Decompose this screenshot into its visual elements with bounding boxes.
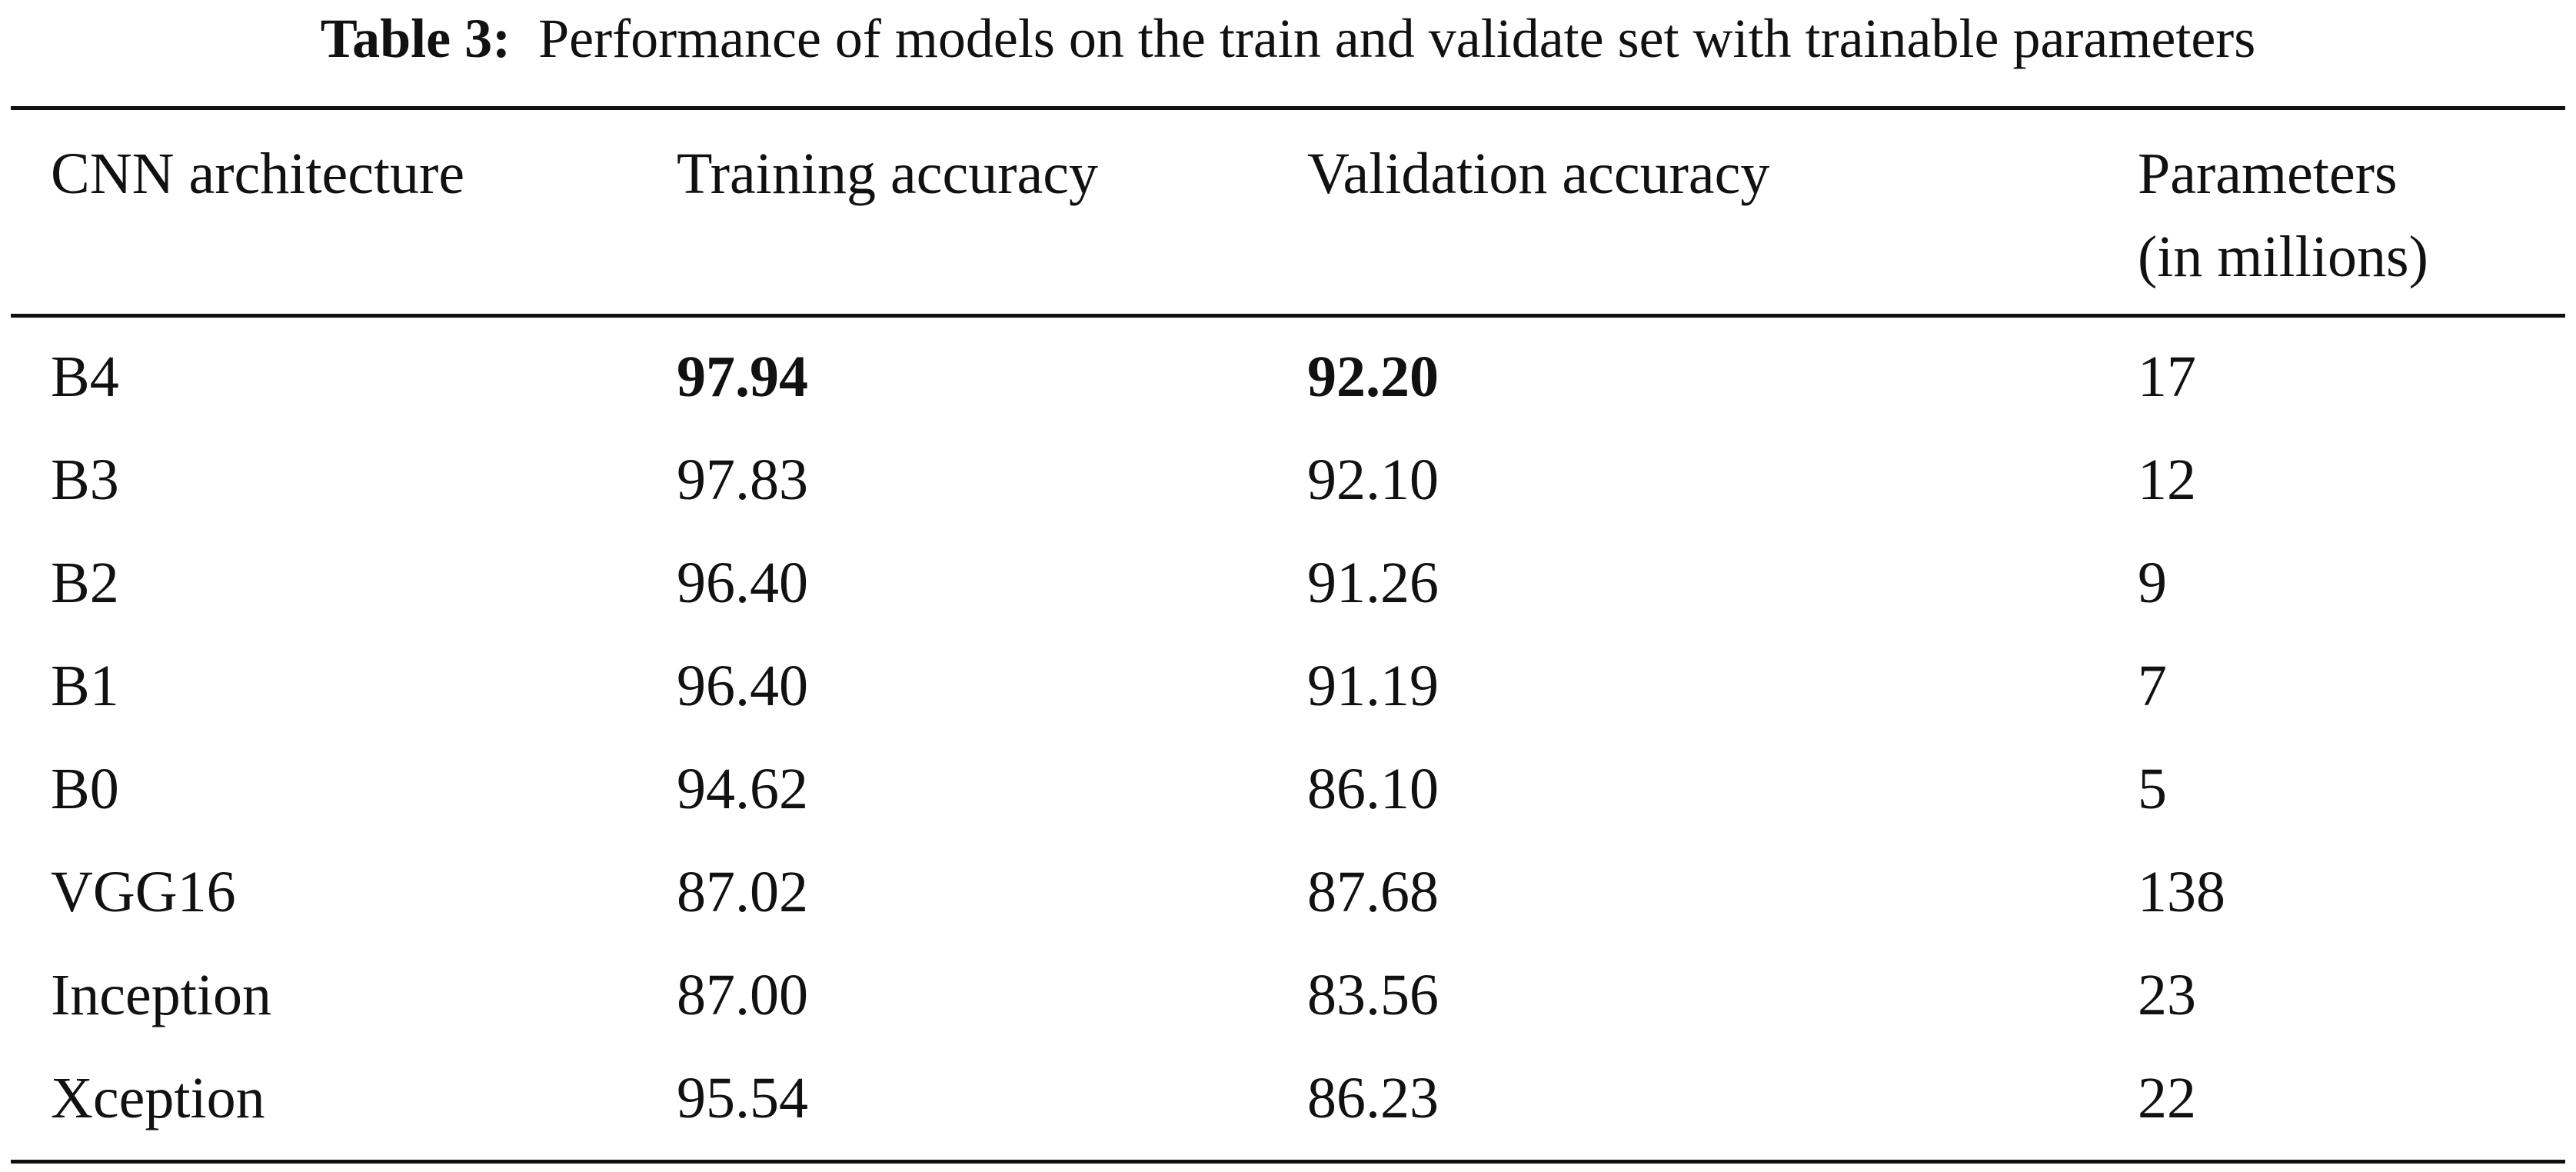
cell-parameters: 17 xyxy=(2138,345,2196,409)
cell-validation-accuracy: 91.19 xyxy=(1307,654,1439,718)
cell-architecture: B2 xyxy=(51,551,119,615)
table-top-rule xyxy=(11,106,2565,110)
table-row: VGG16 87.02 87.68 138 xyxy=(11,841,2565,944)
cell-parameters: 23 xyxy=(2138,963,2196,1027)
cell-architecture: B1 xyxy=(51,654,119,718)
cell-parameters: 7 xyxy=(2138,654,2167,718)
cell-validation-accuracy: 86.23 xyxy=(1307,1066,1439,1130)
table-row: Inception 87.00 83.56 23 xyxy=(11,944,2565,1047)
table-row: B2 96.40 91.26 9 xyxy=(11,532,2565,635)
cell-architecture: B3 xyxy=(51,448,119,512)
cell-validation-accuracy: 83.56 xyxy=(1307,963,1439,1027)
cell-validation-accuracy: 92.20 xyxy=(1307,345,1439,409)
cell-architecture: B0 xyxy=(51,757,119,821)
cell-validation-accuracy: 91.26 xyxy=(1307,551,1439,615)
cell-architecture: Inception xyxy=(51,963,272,1027)
header-cnn-architecture: CNN architecture xyxy=(51,142,465,206)
cell-parameters: 138 xyxy=(2138,860,2225,924)
header-parameters-line2: (in millions) xyxy=(2138,225,2428,289)
cell-validation-accuracy: 92.10 xyxy=(1307,448,1439,512)
header-training-accuracy: Training accuracy xyxy=(677,142,1098,206)
cell-parameters: 12 xyxy=(2138,448,2196,512)
header-parameters: Parameters (in millions) xyxy=(2138,132,2428,298)
cell-training-accuracy: 95.54 xyxy=(677,1066,808,1130)
cell-training-accuracy: 94.62 xyxy=(677,757,808,821)
table-row: B1 96.40 91.19 7 xyxy=(11,635,2565,738)
cell-training-accuracy: 96.40 xyxy=(677,654,808,718)
table-row: B3 97.83 92.10 12 xyxy=(11,429,2565,532)
table-row: Xception 95.54 86.23 22 xyxy=(11,1047,2565,1150)
cell-architecture: VGG16 xyxy=(51,860,236,924)
table-row: B0 94.62 86.10 5 xyxy=(11,738,2565,841)
table-header-rule xyxy=(11,314,2565,318)
table-row: B4 97.94 92.20 17 xyxy=(11,326,2565,429)
cell-training-accuracy: 97.83 xyxy=(677,448,808,512)
cell-parameters: 22 xyxy=(2138,1066,2196,1130)
cell-training-accuracy: 97.94 xyxy=(677,345,808,409)
table-caption-label: Table 3: xyxy=(320,8,511,69)
table-caption-text: Performance of models on the train and v… xyxy=(538,8,2256,69)
table-bottom-rule xyxy=(11,1160,2565,1164)
header-validation-accuracy: Validation accuracy xyxy=(1307,142,1770,206)
cell-training-accuracy: 96.40 xyxy=(677,551,808,615)
cell-architecture: Xception xyxy=(51,1066,265,1130)
cell-architecture: B4 xyxy=(51,345,119,409)
header-parameters-line1: Parameters xyxy=(2138,142,2398,206)
cell-training-accuracy: 87.02 xyxy=(677,860,808,924)
cell-parameters: 9 xyxy=(2138,551,2167,615)
table-caption: Table 3: Performance of models on the tr… xyxy=(0,6,2576,71)
table-body: B4 97.94 92.20 17 B3 97.83 92.10 12 B2 9… xyxy=(11,326,2565,1150)
cell-parameters: 5 xyxy=(2138,757,2167,821)
table-header-row: CNN architecture Training accuracy Valid… xyxy=(11,132,2565,309)
cell-validation-accuracy: 86.10 xyxy=(1307,757,1439,821)
cell-validation-accuracy: 87.68 xyxy=(1307,860,1439,924)
cell-training-accuracy: 87.00 xyxy=(677,963,808,1027)
